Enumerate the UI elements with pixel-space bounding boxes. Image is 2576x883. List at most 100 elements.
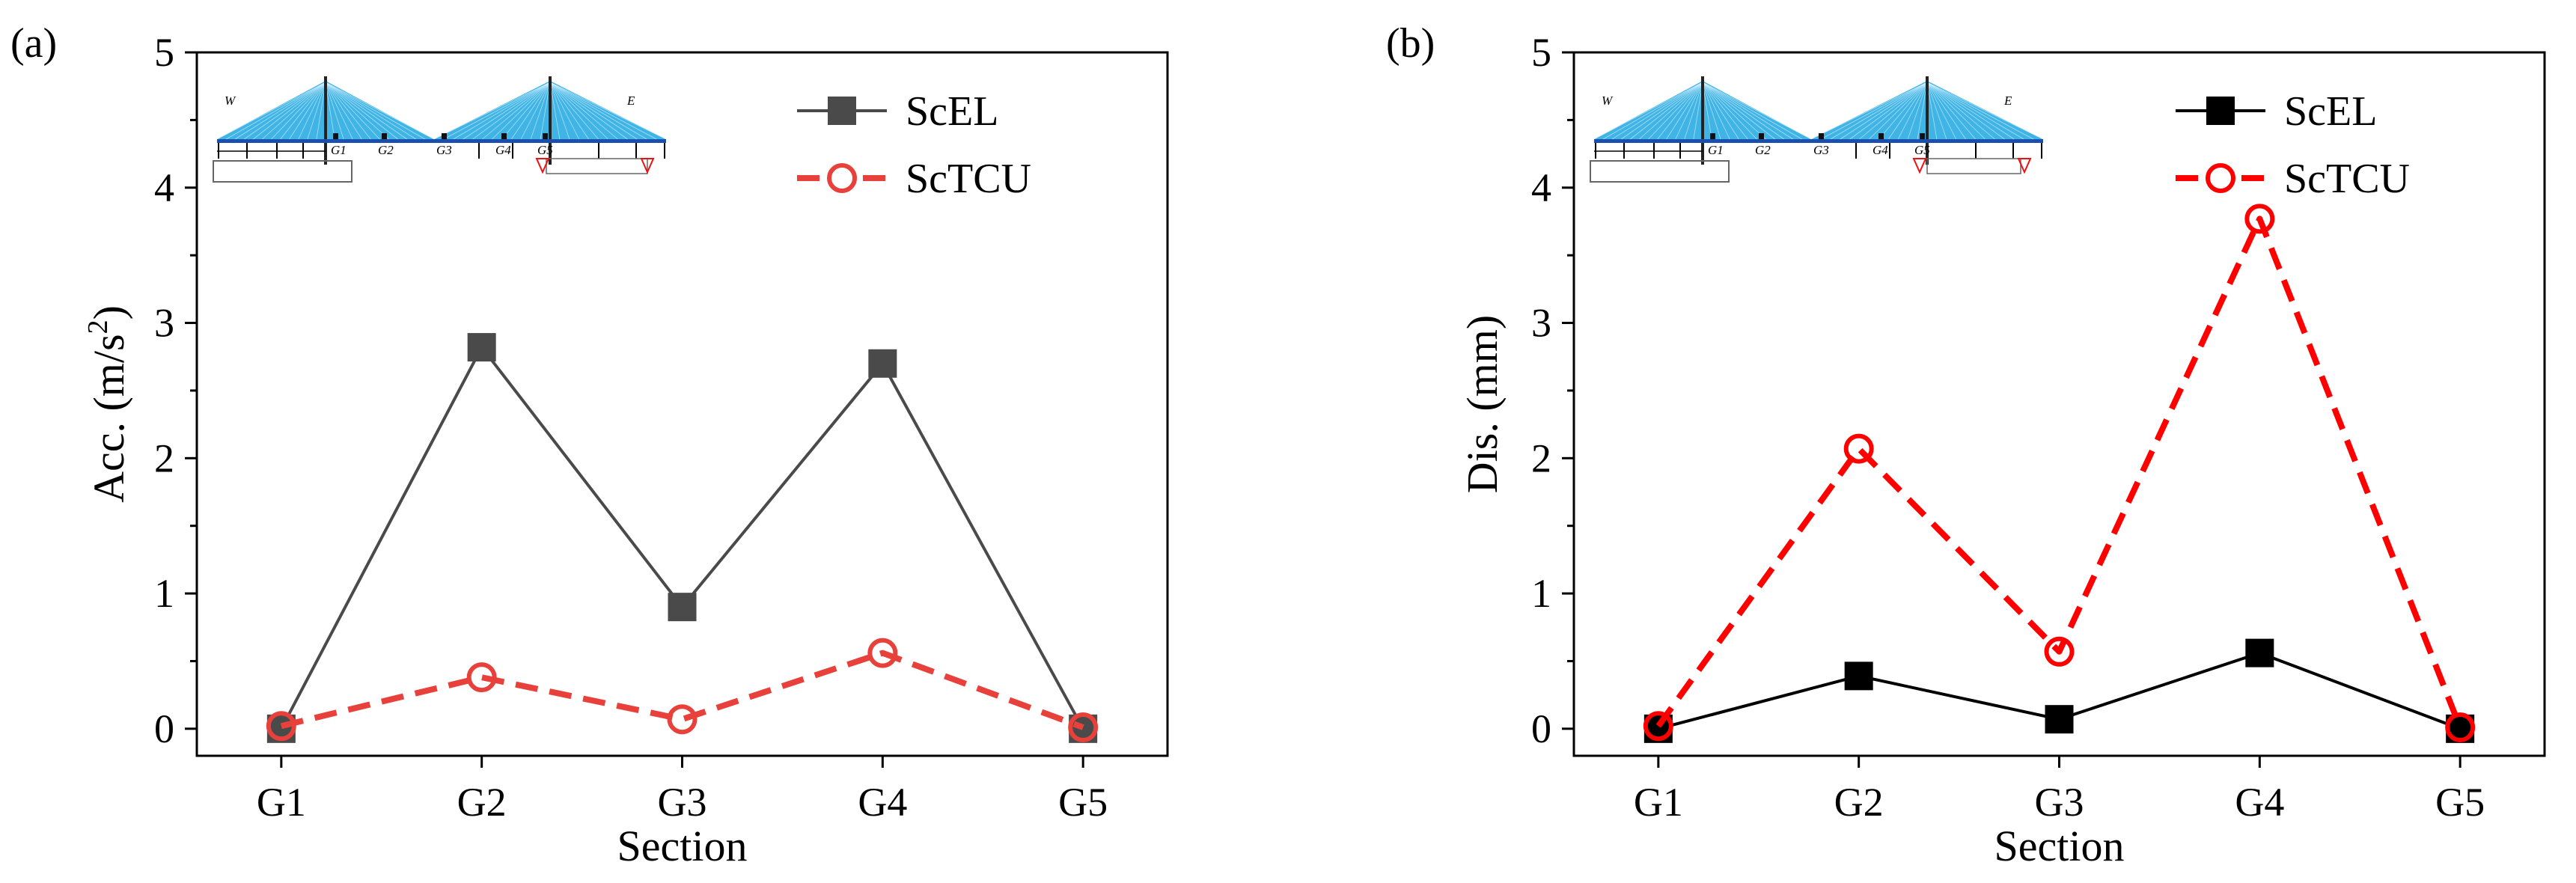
- x-tick-label: G4: [858, 780, 907, 825]
- cable-line: [1702, 82, 1794, 140]
- support-arrow: [1912, 158, 1927, 174]
- sensor-marker: [1920, 133, 1925, 139]
- x-tick-label: G3: [658, 780, 707, 825]
- cable-line: [443, 82, 551, 140]
- cable-line: [262, 82, 326, 140]
- deck: [1594, 139, 2043, 143]
- cable-line: [549, 82, 570, 140]
- y-tick-label: 0: [1531, 706, 1551, 751]
- bridge-inset-diagram: W E G1 G2 G3 G4 G5: [213, 76, 667, 183]
- legend-marker: [828, 97, 856, 125]
- cable-line: [325, 82, 344, 140]
- cable-line: [520, 82, 551, 140]
- sensor-marker: [1759, 133, 1764, 139]
- cable-line: [325, 82, 380, 140]
- legend-label: ScTCU: [906, 156, 1031, 202]
- cable-line: [1702, 82, 1757, 140]
- tower-west: [324, 76, 327, 165]
- legend-label: ScEL: [906, 88, 998, 135]
- cable-line: [549, 82, 561, 140]
- panel-label: (b): [1386, 20, 1435, 67]
- y-tick-label: 4: [154, 165, 174, 210]
- x-tick-label: G5: [1058, 780, 1108, 825]
- cable-line: [1684, 82, 1703, 140]
- y-tick-label: 1: [1531, 571, 1551, 616]
- cable-line: [1820, 82, 1928, 140]
- y-axis-title-superscript: 2: [82, 320, 114, 334]
- cable-line: [1702, 82, 1803, 140]
- cable-line: [549, 82, 580, 140]
- cable-line: [530, 82, 551, 140]
- y-tick-label: 5: [1531, 30, 1551, 75]
- x-axis-title: Section: [617, 822, 748, 870]
- cable-line: [1926, 82, 1947, 140]
- cable-line: [1888, 82, 1928, 140]
- y-tick-label: 3: [1531, 301, 1551, 346]
- cable-line: [1926, 82, 1986, 140]
- cable-line: [1602, 82, 1703, 140]
- cable-line: [1917, 82, 1928, 140]
- inset-label-g3: G3: [436, 143, 452, 157]
- cable-line: [549, 82, 628, 140]
- cable-line: [492, 82, 551, 140]
- data-point-sctcu: [2244, 204, 2275, 234]
- cable-line: [1621, 82, 1703, 140]
- inset-box-east: [546, 158, 648, 174]
- inset-label-g3: G3: [1813, 143, 1829, 157]
- y-axis-title-main: Dis. (mm): [1458, 315, 1507, 493]
- cable-line: [1926, 82, 2034, 140]
- data-point-scel: [2245, 638, 2274, 667]
- cable-line: [1702, 82, 1721, 140]
- legend-marker: [827, 163, 857, 193]
- legend-label: ScEL: [2284, 88, 2377, 135]
- cable-line: [307, 82, 326, 140]
- legend-entry-sctcu: ScTCU: [2176, 156, 2410, 202]
- data-point-sctcu: [1643, 711, 1673, 742]
- inset-box-east: [1926, 158, 2021, 174]
- tower-east: [549, 76, 552, 165]
- support-arrow: [640, 158, 655, 174]
- cable-line: [1926, 82, 1957, 140]
- x-tick-label: G2: [1834, 780, 1884, 825]
- cable-line: [289, 82, 326, 140]
- data-point-sctcu: [2445, 712, 2476, 743]
- sensor-marker: [1878, 133, 1884, 139]
- cable-line: [253, 82, 326, 140]
- cable-line: [1926, 82, 2024, 140]
- support-arrow: [535, 158, 550, 174]
- cable-line: [325, 82, 435, 140]
- cable-line: [325, 82, 426, 140]
- y-axis-title: Dis. (mm): [1458, 315, 1507, 493]
- deck: [217, 139, 666, 143]
- x-tick-label: G2: [457, 780, 507, 825]
- panel-label: (a): [10, 20, 57, 67]
- sensor-marker: [1710, 133, 1715, 139]
- y-axis-title-main: Acc. (m/s: [85, 334, 133, 503]
- legend-label: ScTCU: [2284, 156, 2410, 202]
- cable-line: [549, 82, 647, 140]
- series-line-scel: [280, 346, 1084, 730]
- cable-line: [1702, 82, 1775, 140]
- legend-marker: [2206, 163, 2235, 193]
- cable-line: [1926, 82, 2015, 140]
- cable-line: [1630, 82, 1703, 140]
- cable-line: [482, 82, 551, 140]
- data-point-sctcu: [1843, 433, 1874, 464]
- series-line-sctcu: [1655, 216, 2463, 729]
- cable-line: [549, 82, 667, 140]
- cable-line: [1666, 82, 1703, 140]
- inset-label-e: E: [2003, 94, 2012, 108]
- sensor-marker: [333, 133, 338, 139]
- cable-line: [1611, 82, 1703, 140]
- series-scel: [266, 333, 1098, 743]
- cable-line: [280, 82, 326, 140]
- data-point-sctcu: [1068, 712, 1099, 743]
- data-point-scel: [868, 349, 897, 378]
- inset-label-g2: G2: [1755, 143, 1771, 157]
- cable-line: [1702, 82, 1739, 140]
- inset-label-w: W: [225, 94, 236, 108]
- cable-line: [501, 82, 551, 140]
- inset-box-west: [1590, 160, 1730, 183]
- cable-line: [511, 82, 551, 140]
- sensor-marker: [543, 133, 548, 139]
